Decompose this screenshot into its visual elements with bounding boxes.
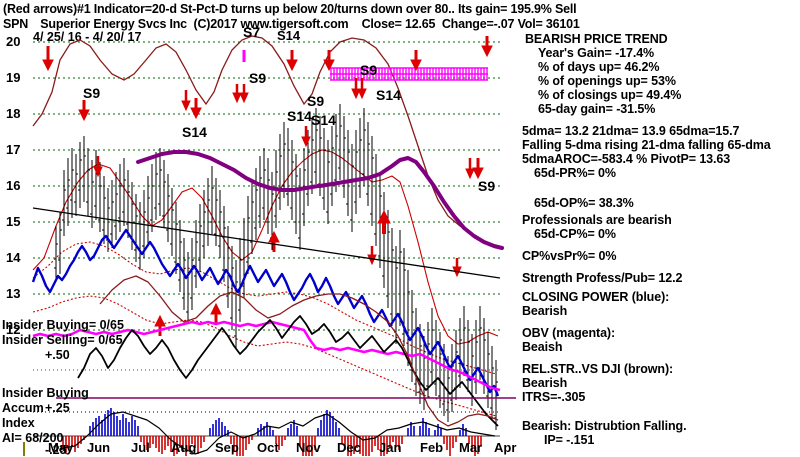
closing-power-value: Bearish (522, 304, 568, 318)
y-tick-15: 15 (6, 214, 21, 229)
trend-title: BEARISH PRICE TREND (525, 32, 668, 46)
downtrend-line (32, 207, 501, 279)
aroc-pivot: 5dmaAROC=-583.4 % PivotP= 13.63 (522, 152, 731, 166)
copyright-notice: (C)2017 www.tigersoft.com (193, 17, 349, 31)
upper-band-line (32, 35, 497, 249)
summary-text: Bearish: Distrubtion Falling. (522, 419, 687, 433)
y-tick-17: 17 (6, 142, 21, 157)
annotation-s14-1: S14 (182, 124, 207, 140)
closing-power-label: CLOSING POWER (blue): (522, 290, 670, 304)
x-tick-aug: Aug (171, 440, 197, 455)
pr65-value: 65d-PR%= 0% (534, 166, 616, 180)
minus25-label: -.25 (45, 443, 67, 457)
close-value: 12.65 (405, 17, 436, 31)
date-range-label: 4/ 25/ 16 - 4/ 20/ 17 (33, 30, 142, 44)
sell-arrows (42, 36, 493, 278)
x-tick-jan: Jan (379, 440, 402, 455)
annotation-s9-2: S9 (249, 70, 267, 86)
relstr-label: REL.STR..VS DJI (brown): (522, 362, 674, 376)
y-tick-12: 12 (6, 322, 21, 337)
accum-label: Accum (2, 401, 44, 415)
annotation-s9-5: S9 (478, 178, 496, 194)
price-chart[interactable]: 4/ 25/ 16 - 4/ 20/ 17 (0, 24, 517, 457)
annotation-s7: S7 (243, 24, 261, 40)
insider-selling-count: Insider Selling= 0/65 (2, 333, 123, 347)
y-tick-20: 20 (6, 34, 21, 49)
professionals-status: Professionals are bearish (522, 213, 672, 227)
stat-years-gain: Year's Gain= -17.4% (538, 46, 655, 60)
insider-buying-title: Insider Buying (2, 386, 89, 400)
plus25-label: +.25 (45, 401, 70, 415)
chart-canvas (23, 35, 516, 456)
buy-arrows (154, 209, 391, 336)
obv-label: OBV (magenta): (522, 326, 616, 340)
x-tick-dec: Dec (337, 440, 361, 455)
accum-bars-negative (62, 436, 482, 456)
annotation-s14-2: S14 (287, 108, 312, 124)
insider-buying-count: Insider Buying= 0/65 (2, 318, 124, 332)
annotation-s9-1: S9 (83, 85, 101, 101)
x-tick-feb: Feb (420, 440, 444, 455)
op65-value: 65d-OP%= 38.3% (534, 196, 634, 210)
company-name: Superior Energy Svcs Inc (40, 17, 187, 31)
y-tick-16: 16 (6, 178, 21, 193)
dotted-band-lines (32, 241, 497, 417)
stat-65day-gain: 65-day gain= -31.5% (538, 102, 656, 116)
itrs-value: ITRS=-.305 (522, 390, 586, 404)
annotation-s14-3: S14 (376, 87, 401, 103)
annotation-s14-4: S14 (311, 112, 336, 128)
ticker-symbol: SPN (3, 17, 29, 31)
indicator-header: (Red arrows)#1 Indicator=20-d St-Pct-D t… (3, 2, 577, 16)
quote-header: SPN Superior Energy Svcs Inc (C)2017 www… (3, 17, 580, 31)
x-tick-jul: Jul (131, 440, 150, 455)
volume-value: Vol= 36101 (517, 17, 580, 31)
accum-smoothed-line (62, 411, 496, 455)
change-value: Change=-.07 (441, 17, 515, 31)
x-tick-apr: Apr (494, 440, 517, 455)
annotation-s9-3: S9 (360, 62, 378, 78)
stat-days-up: % of days up= 46.2% (538, 60, 660, 74)
annotation-s14-5: S14 (277, 28, 301, 43)
x-tick-may: May (48, 440, 74, 455)
y-tick-13: 13 (6, 286, 21, 301)
close-label: Close= (361, 17, 402, 31)
y-tick-19: 19 (6, 70, 21, 85)
y-tick-14: 14 (6, 250, 21, 265)
annotation-s9-4: S9 (307, 93, 325, 109)
x-tick-nov: Nov (296, 440, 321, 455)
y-tick-18: 18 (6, 106, 21, 121)
closing-power-line (31, 228, 500, 397)
cp-vs-pr: CP%vsPr%= 0% (522, 249, 617, 263)
ma65-line (136, 150, 504, 250)
relstr-value: Bearish (522, 376, 568, 390)
x-tick-sep: Sep (215, 440, 239, 455)
cp65-value: 65d-CP%= 0% (534, 227, 616, 241)
index-label: Index (2, 416, 35, 430)
resistance-band (330, 67, 488, 81)
ip-value: IP= -.151 (544, 433, 595, 447)
x-tick-jun: Jun (87, 440, 111, 455)
stat-openings-up: % of openings up= 53% (538, 74, 676, 88)
ohlc-bars (54, 104, 498, 430)
relative-strength-line (77, 315, 499, 427)
relstr-brown-line (99, 275, 499, 427)
plus50-label: +.50 (45, 348, 70, 362)
obv-value: Beaish (522, 340, 563, 354)
dma-trend: Falling 5-dma rising 21-dma falling 65-d… (522, 138, 771, 152)
x-tick-mar: Mar (459, 440, 483, 455)
strength-prof-pub: Strength Profess/Pub= 12.2 (522, 271, 683, 285)
stat-closings-up: % of closings up= 49.4% (538, 88, 682, 102)
dma-values: 5dma= 13.2 21dma= 13.9 65dma=15.7 (522, 124, 740, 138)
x-tick-oct: Oct (257, 440, 279, 455)
ai-value: AI= 68/200 (2, 431, 64, 445)
